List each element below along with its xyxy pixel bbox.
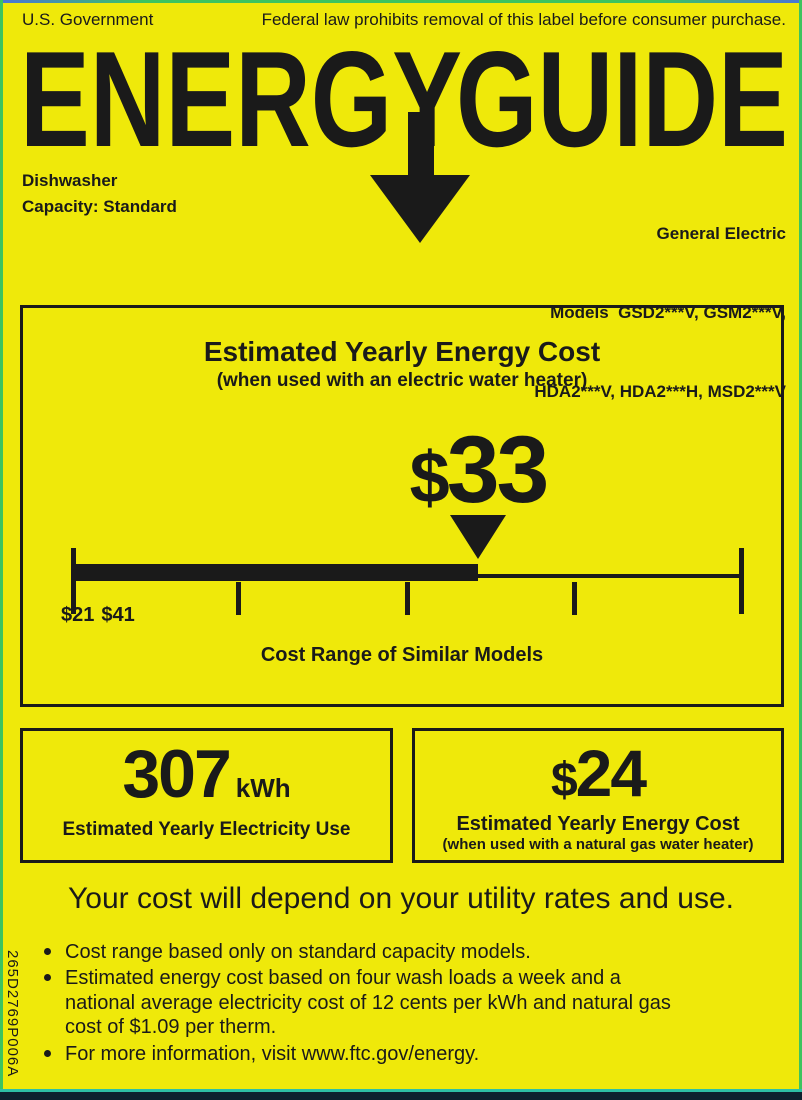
- government-text: U.S. Government: [22, 10, 154, 29]
- bullet-icon: [44, 948, 51, 955]
- scale-caption: Cost Range of Similar Models: [260, 644, 544, 666]
- gas-cost-label: Estimated Yearly Energy Cost: [456, 813, 740, 835]
- cost-number: 33: [446, 417, 550, 523]
- brand-name: General Electric: [656, 223, 786, 243]
- down-arrow-icon: [370, 112, 470, 243]
- scale-tick: [405, 582, 410, 615]
- cost-range-box: Estimated Yearly Energy Cost (when used …: [20, 305, 784, 707]
- footnote-item: Estimated energy cost based on four wash…: [44, 966, 684, 1039]
- electricity-unit: kWh: [235, 773, 291, 803]
- scale-right-cap: [739, 548, 744, 614]
- scale-line: [478, 574, 742, 578]
- scale-tick: [236, 582, 241, 615]
- dollar-sign: $: [550, 754, 578, 807]
- product-info: Dishwasher Capacity: Standard: [22, 168, 177, 458]
- federal-law-notice: Federal law prohibits removal of this la…: [261, 10, 786, 29]
- gas-cost-box: $24 Estimated Yearly Energy Cost (when u…: [412, 728, 784, 863]
- footnote-text: Cost range based only on standard capaci…: [65, 940, 531, 964]
- footnote-item: Cost range based only on standard capaci…: [44, 940, 684, 964]
- footnote-text: For more information, visit www.ftc.gov/…: [65, 1042, 479, 1066]
- energyguide-logo: ENERGY GUIDE: [20, 23, 788, 243]
- electricity-use-box: 307 kWh Estimated Yearly Electricity Use: [20, 728, 393, 863]
- footnote-line: For more information, visit www.ftc.gov/…: [65, 1042, 480, 1065]
- scale-tick: [572, 582, 577, 615]
- cost-box-title: Estimated Yearly Energy Cost: [203, 336, 601, 367]
- footnote-line: national average electricity cost of 12 …: [65, 991, 671, 1014]
- gas-cost-sublabel: (when used with a natural gas water heat…: [442, 836, 754, 853]
- gas-cost-value: 24: [575, 736, 647, 810]
- footnotes-list: Cost range based only on standard capaci…: [44, 940, 684, 1068]
- electricity-value-row: 307 kWh: [122, 735, 290, 813]
- scale-left-cap: [71, 548, 76, 614]
- electricity-value: 307: [122, 736, 231, 812]
- range-min-label: $21: [61, 604, 95, 626]
- border-left: [0, 0, 3, 1092]
- cost-marker-triangle-icon: [450, 515, 506, 559]
- border-bottom: [0, 1089, 802, 1092]
- border-top: [0, 0, 802, 3]
- footnote-text: Estimated energy cost based on four wash…: [65, 966, 671, 1039]
- bullet-icon: [44, 1049, 51, 1057]
- cost-box-subtitle: (when used with an electric water heater…: [216, 370, 588, 391]
- models-line-2: HDA2***V, HDA2***H, MSD2***V: [534, 381, 786, 401]
- utility-rates-statement: Your cost will depend on your utility ra…: [68, 882, 734, 915]
- footnote-item: For more information, visit www.ftc.gov/…: [44, 1042, 684, 1066]
- footnote-line: Cost range based only on standard capaci…: [65, 941, 531, 963]
- product-type: Dishwasher: [22, 171, 118, 190]
- header-row: U.S. Government Federal law prohibits re…: [22, 10, 786, 30]
- electricity-label: Estimated Yearly Electricity Use: [62, 819, 351, 840]
- scale-range-labels: $21 $41: [61, 604, 142, 627]
- range-max-label: $41: [101, 604, 135, 626]
- bottom-dark-strip: [0, 1092, 802, 1100]
- gas-value-row: $24: [550, 735, 647, 811]
- logo-word-guide: GUIDE: [456, 23, 788, 175]
- estimated-cost-value: $33: [409, 416, 550, 525]
- scale-filled-bar: [73, 564, 478, 581]
- border-right: [799, 0, 802, 1092]
- dollar-sign: $: [409, 438, 450, 518]
- logo-word-energy: ENERGY: [20, 23, 462, 175]
- part-number: 265D2769P006A: [4, 950, 21, 1078]
- product-capacity: Capacity: Standard: [22, 197, 177, 217]
- bullet-icon: [44, 974, 51, 982]
- footnote-line: cost of $1.09 per therm.: [65, 1016, 277, 1039]
- footnote-line: Estimated energy cost based on four wash…: [65, 967, 621, 990]
